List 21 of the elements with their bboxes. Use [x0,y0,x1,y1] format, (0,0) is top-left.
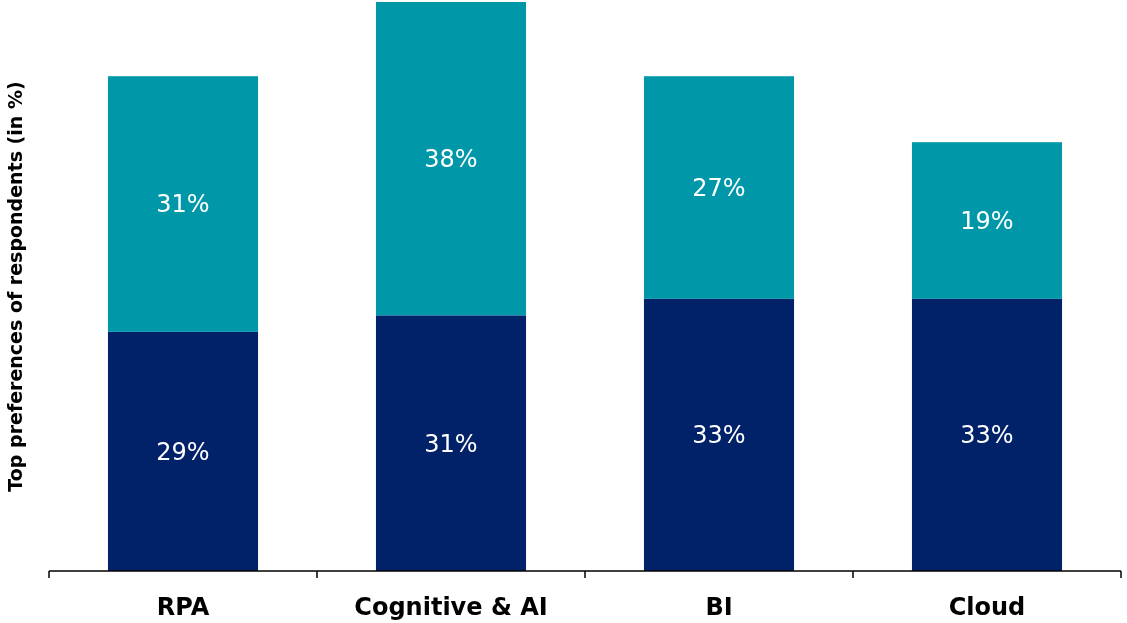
bar [375,2,527,316]
bar [107,76,259,332]
data-label: 19% [960,206,1014,235]
x-tick-label: RPA [156,593,210,621]
data-label: 38% [424,145,478,174]
data-label: 33% [960,421,1014,450]
data-label: 29% [156,437,210,466]
data-label: 27% [692,173,746,202]
bar [911,142,1063,299]
data-label: 33% [692,421,746,450]
data-label: 31% [156,190,210,219]
data-label: 31% [424,429,478,458]
bar [375,315,527,571]
x-tick-label: BI [705,593,733,621]
bar [107,331,259,571]
bar [911,298,1063,571]
bar [643,298,795,571]
bar [643,76,795,299]
x-tick-label: Cloud [948,593,1026,621]
x-tick-label: Cognitive & AI [354,593,548,621]
y-axis-title: Top preferences of respondents (in %) [4,81,26,492]
